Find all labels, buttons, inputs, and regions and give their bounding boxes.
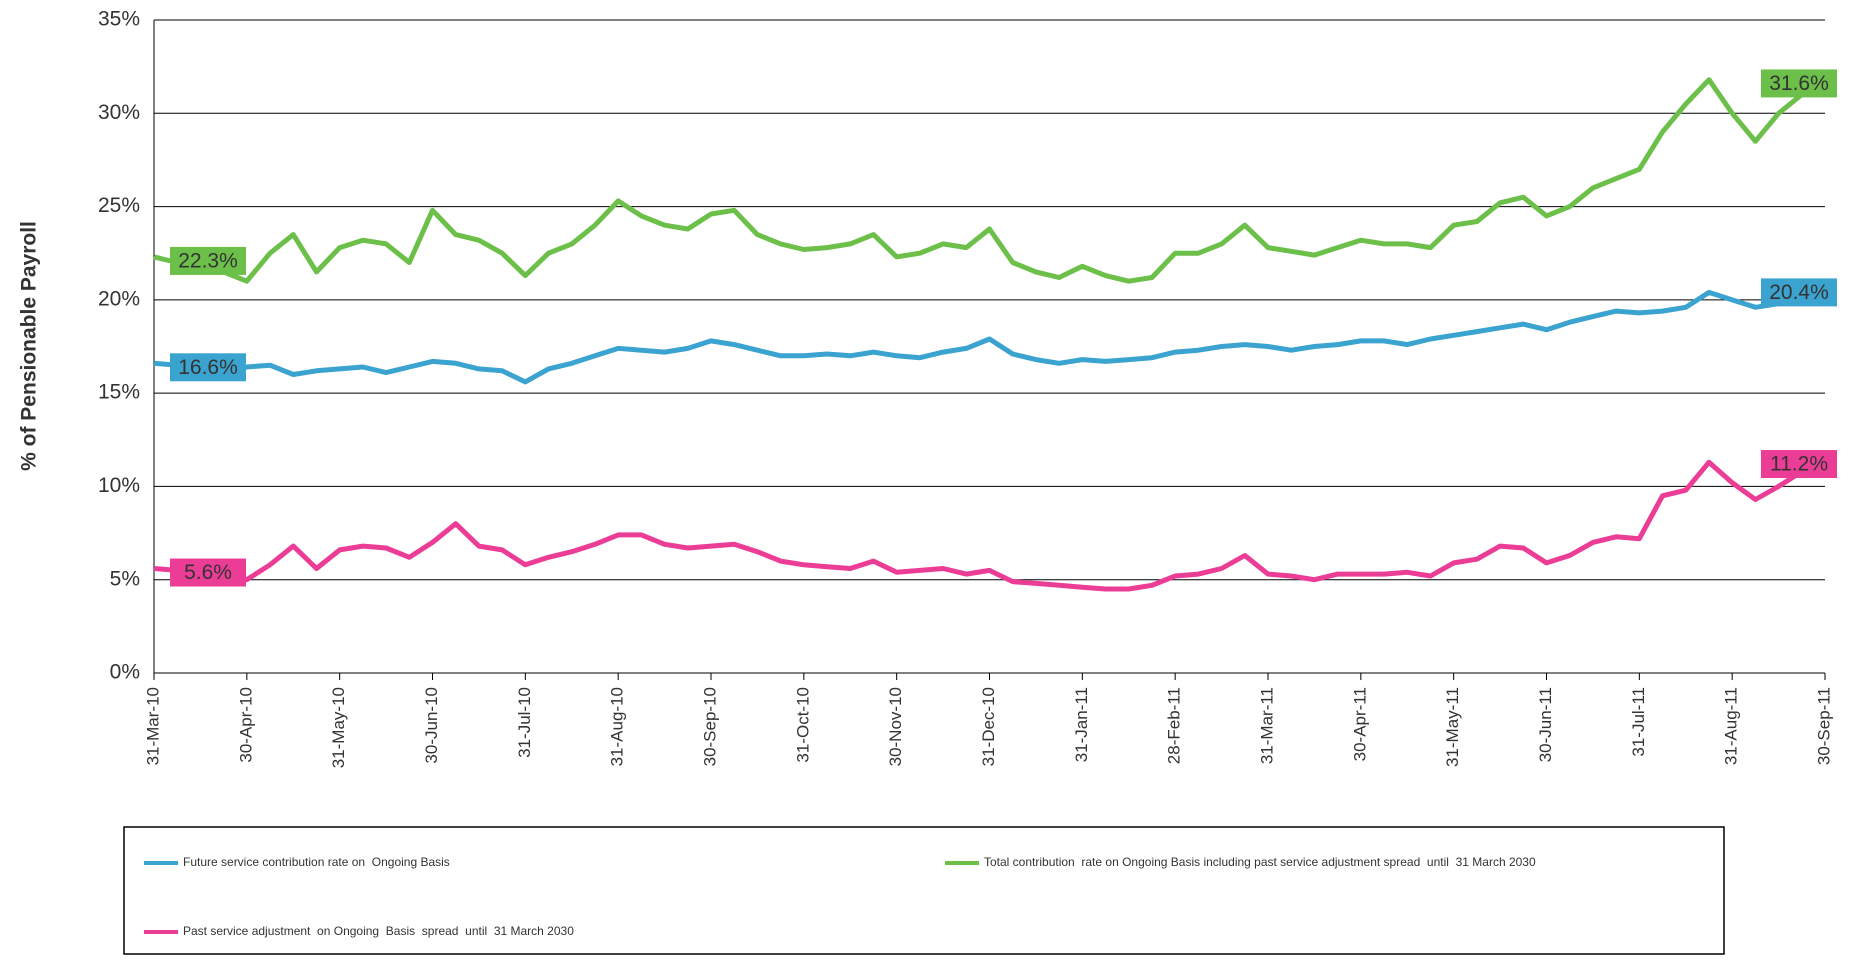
y-tick-label: 35% [98, 8, 140, 31]
x-tick-label: 31-Jan-11 [1072, 687, 1091, 762]
y-axis-label: % of Pensionable Payroll [18, 221, 41, 471]
x-tick-label: 30-Sep-11 [1814, 687, 1833, 765]
x-tick-label: 30-Sep-10 [700, 687, 719, 766]
series-line [153, 289, 1826, 385]
x-tick-label: 30-Nov-10 [886, 687, 905, 766]
legend-label: Future service contribution rate on Ongo… [183, 855, 450, 869]
value-label-box [1761, 450, 1837, 479]
y-tick-label: 5% [110, 567, 140, 590]
x-tick-label: 30-Apr-10 [236, 687, 255, 763]
y-tick-label: 30% [98, 101, 140, 124]
y-tick-label: 20% [98, 287, 140, 310]
legend-box [123, 826, 1725, 955]
x-tick-label: 30-Jun-10 [422, 687, 441, 764]
y-tick-label: 25% [98, 194, 140, 217]
value-label: 11.2% [1770, 453, 1828, 476]
legend-label: Total contribution rate on Ongoing Basis… [984, 855, 1536, 869]
value-label-box [170, 246, 246, 275]
series-line [153, 459, 1826, 592]
x-tick-label: 31-Mar-10 [143, 687, 162, 765]
value-label: 20.4% [1769, 281, 1829, 304]
x-tick-label: 30-Apr-11 [1350, 687, 1369, 761]
y-tick-label: 10% [98, 474, 140, 497]
value-label-box [1761, 69, 1837, 98]
y-tick-label: 0% [110, 661, 140, 684]
series-line [153, 77, 1827, 284]
x-tick-label: 31-Dec-10 [979, 687, 998, 766]
x-tick-label: 30-Jun-11 [1536, 687, 1555, 762]
value-label: 31.6% [1769, 72, 1829, 95]
value-label: 22.3% [178, 249, 238, 272]
x-tick-label: 28-Feb-11 [1165, 687, 1184, 764]
value-label-box [170, 353, 246, 382]
value-label-box [1761, 278, 1837, 307]
x-tick-label: 31-Mar-11 [1257, 687, 1276, 764]
value-label: 5.6% [184, 561, 232, 584]
x-tick-label: 31-May-10 [329, 687, 348, 768]
x-tick-label: 31-Jul-10 [515, 687, 534, 758]
x-tick-label: 31-Aug-10 [608, 687, 627, 766]
x-tick-label: 31-May-11 [1443, 687, 1462, 767]
x-tick-label: 31-Oct-10 [793, 687, 812, 763]
x-tick-label: 31-Jul-11 [1629, 687, 1648, 757]
legend-label: Past service adjustment on Ongoing Basis… [183, 924, 574, 938]
value-label: 16.6% [178, 356, 238, 379]
x-tick-label: 31-Aug-11 [1722, 687, 1741, 765]
value-label-box [170, 558, 246, 587]
y-tick-label: 15% [98, 381, 140, 404]
